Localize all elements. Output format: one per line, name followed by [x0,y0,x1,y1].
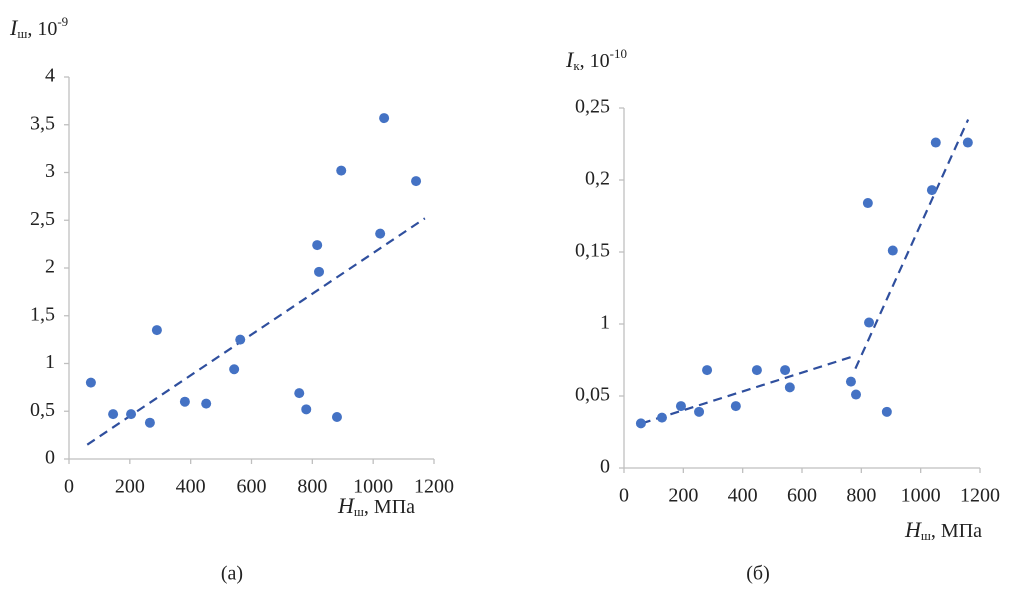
x-tick-label: 200 [668,485,698,507]
label-symbol: I [9,15,19,40]
data-point [862,198,873,209]
data-point [375,228,386,239]
y-tick-label: 2,5 [30,208,55,230]
data-point [235,334,246,345]
caption: (а) [221,563,243,585]
x-tick-label: 800 [846,485,876,507]
y-tick-label: 0,2 [585,168,610,190]
data-point [675,401,686,412]
y-tick-label: 0,05 [575,384,610,406]
trend-line [641,354,856,425]
data-point [635,418,646,429]
axis-label: Hш, МПа [337,493,415,519]
chart: 0 0,5 1 1,5 2 2,5 3 3,5 4 0 200 400 600 800 1000 1200 [30,65,454,498]
data-point [331,411,342,422]
x-tick-label: 1200 [414,476,454,498]
y-tick-label: 2 [45,256,55,278]
data-point [301,404,312,415]
y-tick-label: 3 [45,160,55,182]
data-point [694,406,705,417]
label-symbol: I [565,47,575,72]
x-tick-label: 0 [619,485,629,507]
axis-label: Hш, МПа [904,517,982,543]
axis-label: Iш, 10-9 [9,14,68,41]
label-subscript: ш [921,528,931,543]
label-unit: , 10 [27,18,57,40]
label-exponent: -9 [57,14,68,29]
data-point [314,266,325,277]
data-point [312,240,323,251]
x-tick-label: 0 [64,476,74,498]
data-point [881,406,892,417]
data-point [108,409,119,420]
data-point [962,137,973,148]
data-point [151,325,162,336]
axis-label: Iк, 10-10 [565,46,627,73]
data-point [229,364,240,375]
x-tick-label: 200 [115,476,145,498]
x-tick-label: 1200 [960,485,1000,507]
label-unit: , МПа [931,520,982,542]
trend-line [86,217,426,446]
data-point [730,401,741,412]
y-tick-label: 0,15 [575,240,610,262]
data-point [845,376,856,387]
data-point [784,382,795,393]
data-point [926,185,937,196]
data-point [201,398,212,409]
x-tick-label: 600 [787,485,817,507]
label-unit: , МПа [364,496,415,518]
data-point [179,396,190,407]
x-tick-label: 800 [297,476,327,498]
data-point [85,377,96,388]
chart: 0 0,05 1 0,15 0,2 0,25 0 200 400 600 800 1000 1200 [575,96,1000,507]
x-tick-label: 1000 [353,476,393,498]
label-symbol: H [337,493,355,518]
data-point [294,388,305,399]
data-point [336,165,347,176]
data-point [751,365,762,376]
caption: (б) [746,563,770,585]
label-subscript: ш [17,26,27,41]
x-tick-label: 600 [237,476,267,498]
x-tick-label: 1000 [901,485,941,507]
data-point [411,176,422,187]
label-exponent: -10 [610,46,627,61]
data-point [930,137,941,148]
data-point [780,365,791,376]
data-point [126,409,137,420]
x-tick-label: 400 [176,476,206,498]
data-point [144,417,155,428]
y-tick-label: 4 [45,65,55,87]
label-subscript: ш [354,504,364,519]
data-point [379,113,390,124]
data-point [864,317,875,328]
data-point [702,365,713,376]
label-subscript: к [573,58,580,73]
y-tick-label: 0 [600,456,610,478]
data-point [887,245,898,256]
data-point [656,412,667,423]
data-point [850,389,861,400]
y-tick-label: 1 [45,351,55,373]
label-unit: , 10 [580,50,610,72]
y-tick-label: 0 [45,447,55,469]
y-tick-label: 1 [600,312,610,334]
y-tick-label: 0,25 [575,96,610,118]
x-tick-label: 400 [728,485,758,507]
trend-line [854,119,970,370]
y-tick-label: 0,5 [30,399,55,421]
y-tick-label: 3,5 [30,112,55,134]
label-symbol: H [904,517,922,542]
y-tick-label: 1,5 [30,303,55,325]
